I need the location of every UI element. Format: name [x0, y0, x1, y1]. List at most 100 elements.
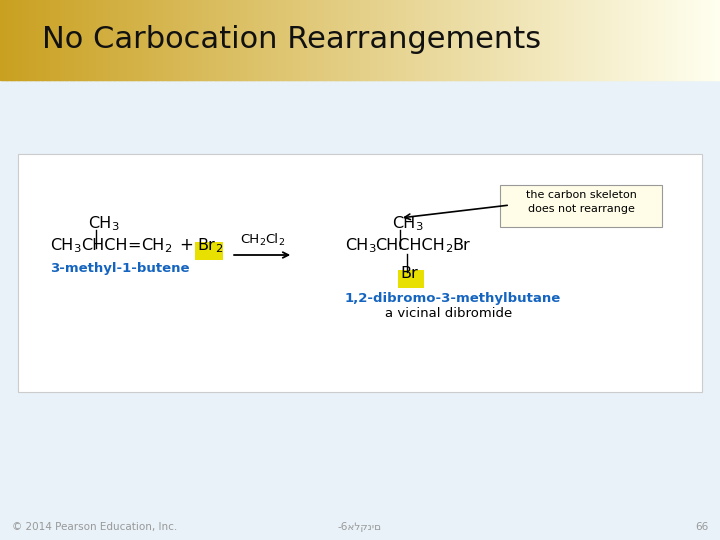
- Bar: [252, 0, 256, 80]
- Bar: [348, 0, 351, 80]
- Bar: [355, 0, 359, 80]
- Bar: [612, 0, 616, 80]
- Bar: [290, 0, 294, 80]
- Bar: [540, 0, 544, 80]
- Bar: [77, 0, 80, 80]
- Bar: [497, 0, 500, 80]
- Bar: [420, 0, 423, 80]
- Bar: [518, 0, 522, 80]
- Bar: [485, 0, 488, 80]
- Bar: [29, 0, 32, 80]
- Bar: [166, 0, 169, 80]
- Bar: [679, 0, 683, 80]
- Bar: [156, 0, 159, 80]
- Bar: [283, 0, 287, 80]
- Bar: [367, 0, 371, 80]
- Bar: [506, 0, 510, 80]
- Bar: [403, 0, 407, 80]
- Bar: [581, 0, 584, 80]
- Text: the carbon skeleton: the carbon skeleton: [526, 190, 636, 200]
- Bar: [585, 0, 589, 80]
- Bar: [310, 0, 313, 80]
- Bar: [437, 0, 440, 80]
- Bar: [466, 0, 469, 80]
- Bar: [81, 0, 85, 80]
- Bar: [139, 0, 143, 80]
- Bar: [427, 0, 431, 80]
- Text: 2: 2: [259, 238, 265, 247]
- Bar: [331, 0, 335, 80]
- Text: CH: CH: [50, 238, 73, 253]
- Bar: [197, 0, 200, 80]
- Text: CHCH: CHCH: [81, 238, 127, 253]
- Bar: [492, 0, 495, 80]
- Bar: [401, 0, 404, 80]
- Bar: [461, 0, 464, 80]
- Bar: [538, 0, 541, 80]
- Bar: [343, 0, 346, 80]
- Bar: [473, 0, 476, 80]
- Bar: [110, 0, 114, 80]
- Bar: [319, 0, 323, 80]
- Text: a vicinal dibromide: a vicinal dibromide: [385, 307, 512, 320]
- Text: Cl: Cl: [265, 233, 278, 246]
- Bar: [468, 0, 472, 80]
- Bar: [595, 0, 598, 80]
- Bar: [22, 0, 25, 80]
- Bar: [490, 0, 493, 80]
- Bar: [528, 0, 531, 80]
- Bar: [34, 0, 37, 80]
- Text: CH: CH: [392, 216, 415, 231]
- Bar: [547, 0, 551, 80]
- Bar: [216, 0, 220, 80]
- Bar: [521, 0, 524, 80]
- Bar: [441, 0, 445, 80]
- Bar: [610, 0, 613, 80]
- Text: 2: 2: [164, 244, 171, 254]
- Bar: [297, 0, 301, 80]
- FancyBboxPatch shape: [18, 154, 702, 392]
- Bar: [574, 0, 577, 80]
- Bar: [254, 0, 258, 80]
- Bar: [336, 0, 339, 80]
- Bar: [101, 0, 104, 80]
- Bar: [324, 0, 328, 80]
- Bar: [598, 0, 601, 80]
- Bar: [53, 0, 56, 80]
- Bar: [387, 0, 390, 80]
- Bar: [621, 0, 625, 80]
- Bar: [194, 0, 198, 80]
- Bar: [0, 0, 4, 80]
- Bar: [657, 0, 661, 80]
- FancyBboxPatch shape: [398, 270, 424, 288]
- Text: +: +: [179, 236, 193, 254]
- Bar: [682, 0, 685, 80]
- Bar: [377, 0, 380, 80]
- Text: 2: 2: [278, 238, 284, 247]
- Bar: [223, 0, 227, 80]
- Bar: [211, 0, 215, 80]
- Bar: [286, 0, 289, 80]
- Bar: [17, 0, 20, 80]
- Bar: [106, 0, 109, 80]
- Bar: [432, 0, 436, 80]
- Bar: [718, 0, 720, 80]
- Bar: [351, 0, 354, 80]
- Bar: [423, 0, 426, 80]
- Bar: [391, 0, 395, 80]
- Bar: [665, 0, 668, 80]
- Bar: [27, 0, 30, 80]
- Text: CH: CH: [140, 238, 164, 253]
- Bar: [487, 0, 490, 80]
- Text: Br: Br: [453, 238, 470, 253]
- Text: 3: 3: [112, 222, 119, 232]
- Bar: [103, 0, 107, 80]
- Bar: [178, 0, 181, 80]
- Bar: [99, 0, 102, 80]
- Bar: [180, 0, 184, 80]
- Bar: [74, 0, 78, 80]
- Bar: [43, 0, 47, 80]
- Bar: [646, 0, 649, 80]
- Bar: [55, 0, 58, 80]
- Bar: [230, 0, 234, 80]
